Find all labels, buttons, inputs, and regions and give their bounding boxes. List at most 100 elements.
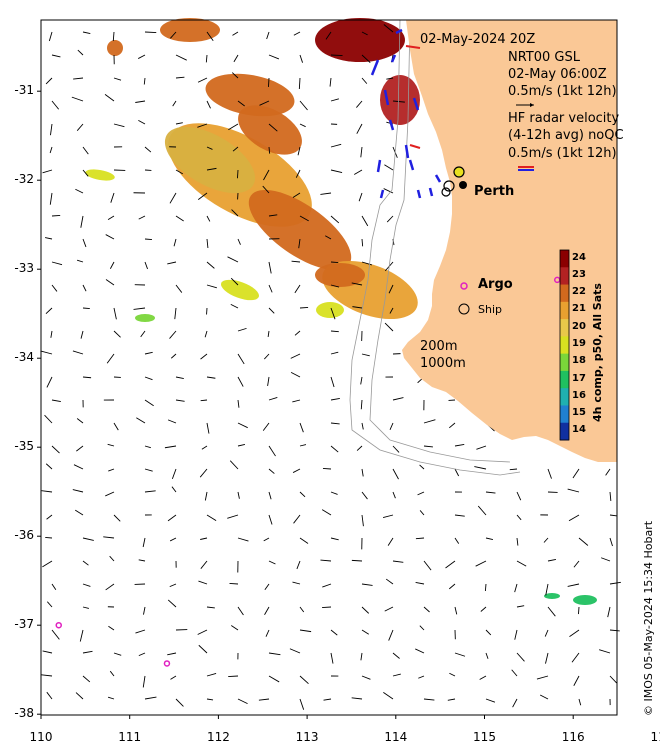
current-arrow — [231, 72, 239, 79]
current-arrow — [299, 422, 304, 433]
current-arrow — [268, 652, 281, 656]
current-arrow — [106, 353, 115, 364]
current-arrow — [229, 460, 239, 470]
current-arrow — [206, 261, 215, 269]
nrt-scale-arrowhead — [530, 103, 534, 107]
current-arrow — [228, 675, 239, 677]
colorbar-segment — [560, 267, 569, 286]
current-arrow — [419, 510, 425, 516]
current-arrow — [485, 652, 489, 659]
colorbar-tick-label: 14 — [572, 424, 586, 436]
current-arrow — [476, 445, 487, 450]
current-arrow — [48, 31, 53, 42]
x-tick-label: 110 — [29, 730, 53, 744]
hf-vector-blue — [383, 89, 390, 106]
current-arrow — [169, 192, 177, 204]
current-arrow — [138, 559, 146, 562]
current-arrow — [170, 353, 177, 359]
current-arrow — [454, 652, 466, 657]
current-arrow — [330, 629, 338, 636]
current-arrow — [51, 100, 60, 110]
current-arrow — [356, 445, 363, 451]
current-arrow — [449, 672, 456, 677]
current-arrow — [352, 306, 363, 309]
current-arrow — [206, 146, 213, 150]
current-arrow — [389, 307, 394, 314]
current-arrow — [330, 307, 336, 320]
sst-patch — [160, 18, 220, 42]
current-arrow — [237, 422, 248, 429]
current-arrow — [573, 675, 580, 686]
current-arrow — [45, 463, 53, 470]
current-arrow — [109, 261, 115, 269]
current-arrow — [50, 123, 53, 136]
current-arrow — [268, 468, 275, 474]
x-tick-label: 115 — [473, 730, 496, 744]
current-arrow — [320, 559, 332, 562]
current-arrow — [297, 146, 301, 156]
current-arrow — [392, 673, 401, 677]
current-arrow — [51, 629, 60, 640]
current-arrow — [361, 261, 373, 266]
current-arrow — [201, 445, 208, 450]
current-arrow — [237, 238, 241, 245]
current-arrow — [143, 77, 146, 85]
hf-radar-vectors — [370, 28, 442, 199]
current-arrow — [330, 215, 340, 224]
current-arrow — [206, 100, 211, 109]
argo-float-marker — [163, 660, 171, 667]
current-arrow — [232, 31, 239, 36]
current-arrow — [80, 215, 84, 228]
hf-vector-red — [409, 144, 421, 149]
current-arrow — [142, 675, 146, 688]
current-arrow — [392, 491, 396, 499]
current-arrow — [361, 468, 364, 477]
current-arrow — [454, 606, 458, 615]
current-arrow — [74, 509, 84, 516]
current-arrow — [296, 560, 301, 570]
current-arrow — [175, 54, 187, 61]
hf-title-line2: (4-12h avg) noQC — [508, 128, 624, 143]
current-arrow — [419, 464, 425, 470]
sst-patch — [544, 593, 560, 599]
current-arrow — [206, 31, 214, 41]
colorbar-segment — [560, 422, 569, 441]
current-arrow — [144, 445, 151, 449]
sst-patch — [135, 314, 155, 322]
current-arrow — [206, 422, 210, 434]
current-arrow — [607, 606, 611, 618]
current-arrow — [82, 606, 90, 609]
current-arrow — [264, 606, 270, 615]
current-arrow — [76, 445, 84, 452]
hf-vector-blue — [370, 59, 380, 76]
current-arrow — [479, 675, 487, 680]
current-arrow — [51, 54, 61, 58]
current-arrow — [545, 652, 549, 664]
hf-vector-blue — [412, 97, 420, 111]
current-arrow — [237, 606, 244, 616]
colorbar-segment — [560, 336, 569, 355]
current-arrow — [299, 698, 305, 710]
current-arrow — [143, 606, 146, 615]
current-arrow — [383, 691, 394, 700]
city-label: Perth — [474, 184, 515, 199]
current-arrow — [262, 185, 270, 194]
current-arrow — [171, 468, 177, 480]
current-arrow — [263, 169, 270, 181]
current-arrow — [113, 514, 121, 522]
current-arrow — [45, 537, 53, 539]
current-arrow — [423, 606, 430, 613]
current-arrow — [45, 307, 53, 315]
current-arrow — [173, 238, 177, 247]
colorbar-tick-label: 23 — [572, 268, 586, 280]
colorbar-tick-label: 16 — [572, 389, 586, 401]
current-arrow — [423, 698, 435, 701]
colorbar-tick-label: 20 — [572, 320, 586, 332]
colorbar-segment — [560, 301, 569, 320]
current-arrow — [384, 164, 394, 171]
colorbar-tick-label: 21 — [572, 303, 586, 315]
current-arrow — [298, 238, 301, 249]
current-arrow — [231, 209, 239, 217]
current-arrow — [75, 692, 84, 700]
current-arrow — [46, 601, 53, 608]
